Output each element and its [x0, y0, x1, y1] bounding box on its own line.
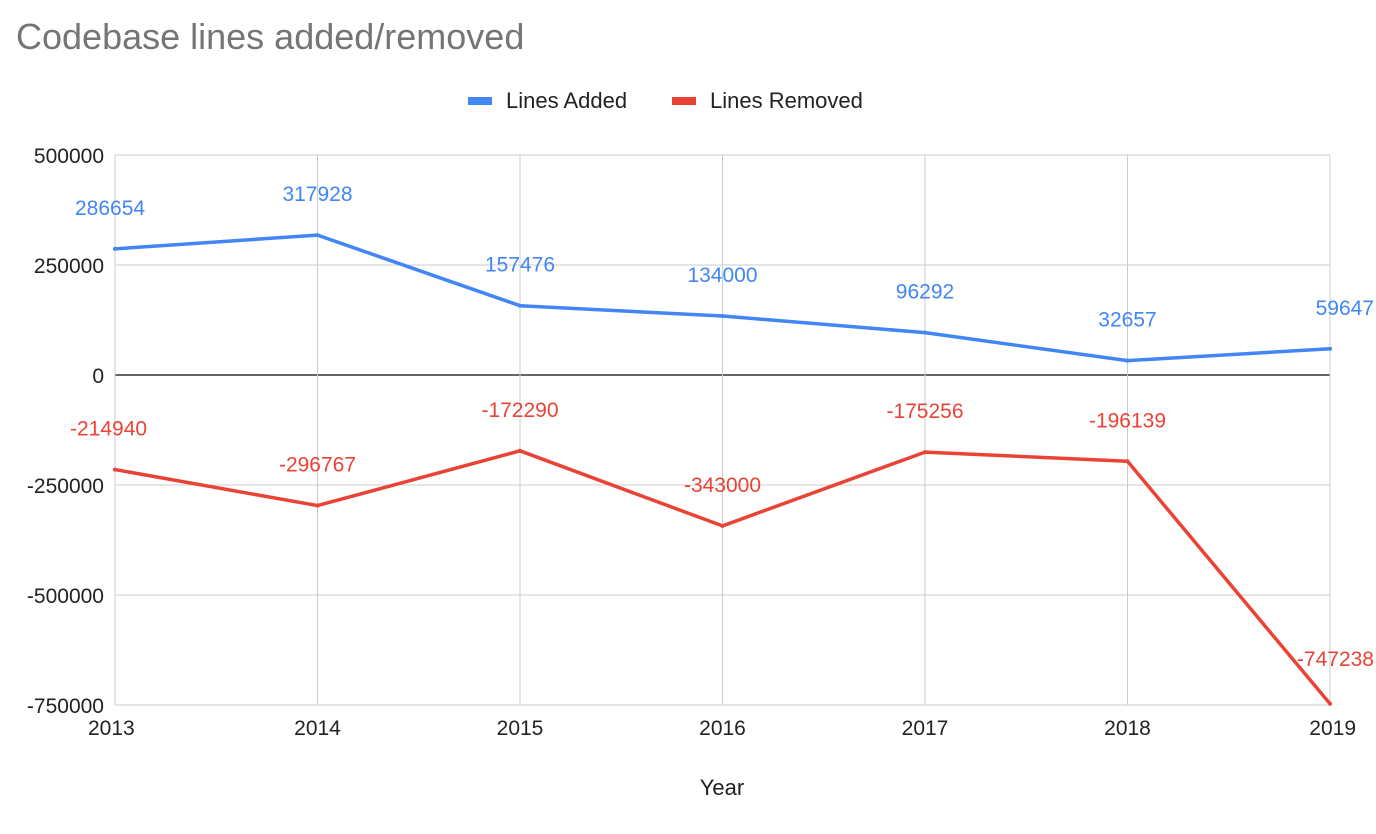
x-tick-label: 2018	[1104, 717, 1151, 740]
data-point	[1328, 701, 1332, 706]
data-label-layer: 286654 317928 157476 134000 96292 32657 59647 -…	[70, 183, 1374, 671]
legend-swatch-lines-removed	[672, 97, 696, 105]
data-point	[315, 503, 320, 508]
data-point	[1328, 346, 1332, 351]
y-tick-label: -500000	[27, 585, 104, 608]
x-tick-label: 2017	[902, 717, 949, 740]
data-label: -343000	[684, 474, 761, 497]
x-tick-label: 2015	[497, 717, 544, 740]
legend: Lines Added Lines Removed	[0, 86, 1376, 116]
data-point	[518, 448, 522, 453]
data-label: 157476	[485, 254, 555, 277]
legend-swatch-lines-added	[468, 97, 492, 105]
data-label: 286654	[75, 197, 145, 220]
grid-layer	[114, 154, 1331, 706]
data-label: -296767	[279, 454, 356, 477]
data-point	[113, 246, 117, 251]
data-point	[1125, 358, 1130, 363]
x-tick-label: 2013	[88, 717, 135, 740]
legend-item-lines-removed[interactable]: Lines Removed	[672, 86, 863, 116]
chart-title: Codebase lines added/removed	[16, 16, 525, 57]
x-tick-label: 2016	[699, 717, 746, 740]
legend-item-lines-added[interactable]: Lines Added	[468, 86, 627, 116]
data-label: -172290	[481, 399, 558, 422]
data-point	[923, 330, 927, 335]
data-point	[113, 467, 117, 472]
y-tick-label: -250000	[27, 475, 104, 498]
data-label: 59647	[1316, 297, 1374, 320]
y-tick-label: 0	[92, 365, 104, 388]
legend-label-lines-added: Lines Added	[506, 88, 628, 113]
data-label: -196139	[1089, 409, 1166, 432]
data-label: 134000	[687, 264, 757, 287]
data-point	[720, 523, 725, 528]
series-layer	[113, 233, 1332, 706]
x-tick-label: 2019	[1309, 717, 1356, 740]
data-label: 317928	[282, 183, 352, 206]
data-label: -747238	[1297, 648, 1374, 671]
data-label: 96292	[896, 281, 954, 304]
x-axis-title: Year	[700, 775, 744, 800]
y-tick-label: -750000	[27, 695, 104, 718]
data-label: 32657	[1098, 309, 1156, 332]
data-point	[720, 314, 725, 319]
x-tick-label: 2014	[294, 717, 341, 740]
data-point	[315, 233, 320, 238]
y-tick-label: 500000	[34, 145, 104, 168]
data-point	[1125, 459, 1130, 464]
y-tick-label: 250000	[34, 255, 104, 278]
data-point	[923, 450, 927, 455]
legend-label-lines-removed: Lines Removed	[710, 88, 863, 113]
data-point	[518, 303, 522, 308]
data-label: -214940	[70, 418, 147, 441]
data-label: -175256	[886, 400, 963, 423]
